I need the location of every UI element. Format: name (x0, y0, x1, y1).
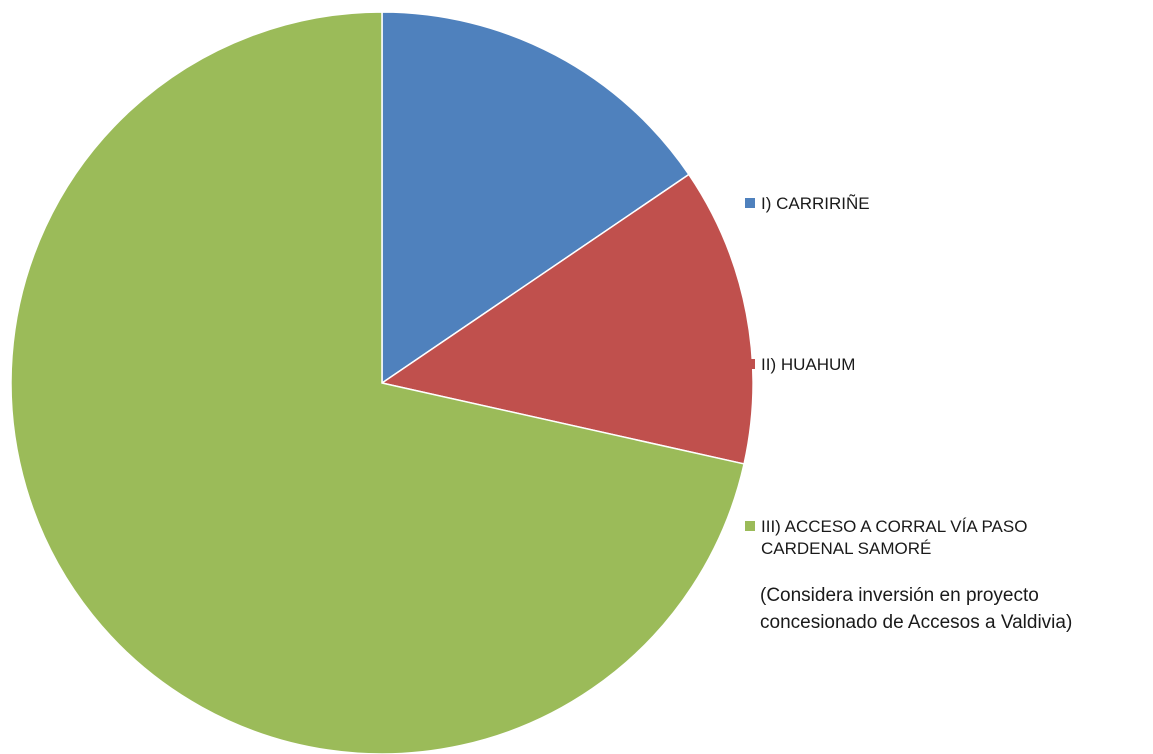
pie-slice-acceso-corral (10, 11, 745, 754)
legend-item-acceso-corral: III) ACCESO A CORRAL VÍA PASO CARDENAL S… (745, 516, 1027, 560)
legend-swatch-carririne (745, 198, 755, 208)
legend-label-carririne: I) CARRIRIÑE (761, 194, 870, 213)
pie-slice-carririne (381, 11, 690, 385)
legend-item-carririne: I) CARRIRIÑE (745, 193, 870, 215)
legend-label-huahum: II) HUAHUM (761, 355, 856, 374)
pie-chart (10, 11, 754, 754)
legend-label-acceso-corral: III) ACCESO A CORRAL VÍA PASO CARDENAL S… (761, 517, 1028, 558)
annotation-note: (Considera inversión en proyecto concesi… (760, 585, 1073, 633)
pie-slice-huahum (380, 173, 754, 465)
legend-swatch-acceso-corral (745, 521, 755, 531)
legend: I) CARRIRIÑE II) HUAHUM III) ACCESO A CO… (745, 0, 1145, 754)
legend-swatch-huahum (745, 359, 755, 369)
legend-item-huahum: II) HUAHUM (745, 354, 855, 376)
